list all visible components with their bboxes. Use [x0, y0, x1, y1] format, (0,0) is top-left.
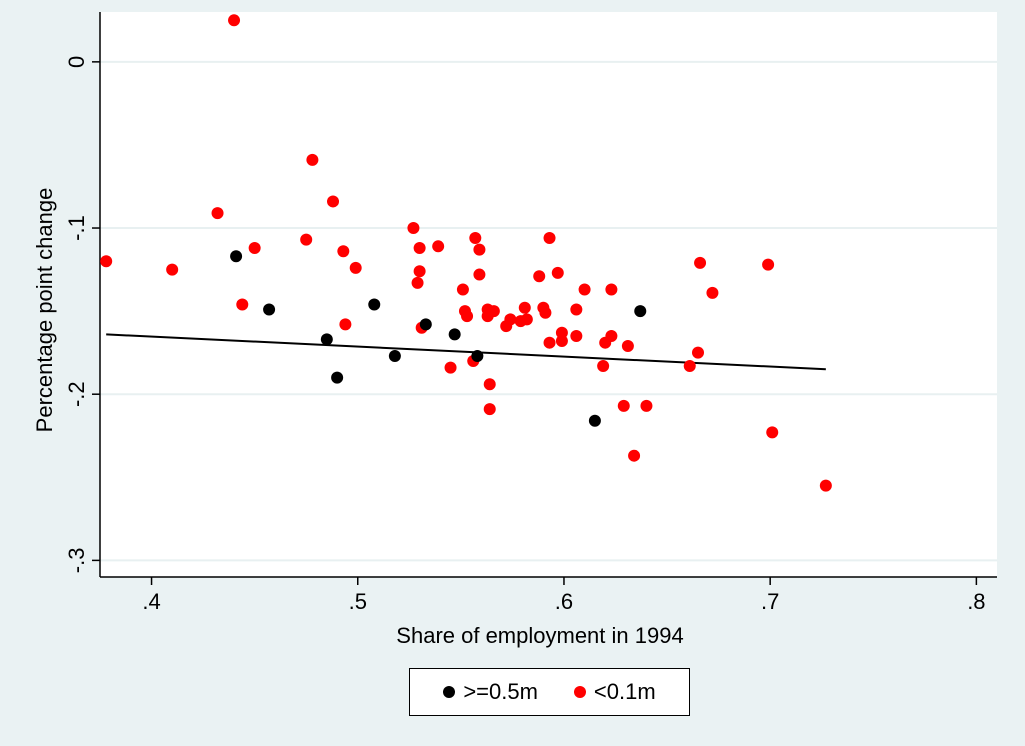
data-point-s1-56	[692, 346, 704, 359]
data-point-s1-5	[248, 241, 261, 254]
data-point-s1-12	[407, 222, 420, 235]
data-point-s0-3	[331, 371, 344, 384]
data-point-s1-61	[819, 479, 832, 492]
x-tick-label-1: .5	[349, 589, 367, 614]
data-point-s1-38	[539, 306, 552, 319]
data-point-s1-59	[762, 258, 775, 271]
legend-marker-small	[573, 686, 586, 698]
data-point-s1-23	[469, 232, 482, 244]
data-point-s1-24	[473, 243, 486, 256]
legend-item-large: >=0.5m	[443, 679, 538, 705]
data-point-s0-4	[368, 298, 381, 311]
data-point-s0-10	[634, 305, 647, 318]
data-point-s1-52	[621, 340, 634, 353]
data-point-s1-17	[432, 240, 445, 253]
data-point-s1-32	[504, 313, 517, 326]
legend-label-large: >=0.5m	[463, 679, 538, 704]
data-point-s1-53	[628, 449, 641, 462]
y-tick-label-0: 0	[64, 56, 89, 68]
y-tick-label-3: -.3	[64, 548, 89, 574]
data-point-s1-51	[617, 399, 630, 412]
x-tick-label-4: .8	[967, 589, 985, 614]
gridlines	[100, 60, 997, 562]
data-point-s1-45	[570, 303, 583, 316]
data-point-s1-7	[306, 153, 319, 166]
data-point-s1-44	[570, 330, 583, 343]
data-point-s1-9	[337, 245, 350, 258]
data-point-s1-36	[533, 270, 546, 283]
data-point-s1-3	[228, 14, 241, 27]
data-point-s1-8	[327, 195, 340, 208]
data-point-s0-1	[263, 303, 276, 316]
data-point-s0-9	[588, 414, 601, 427]
data-point-s1-4	[236, 298, 249, 311]
data-point-s1-43	[555, 335, 568, 348]
data-point-s1-50	[605, 283, 618, 296]
data-point-s1-28	[483, 378, 496, 391]
data-point-s0-5	[388, 349, 401, 362]
data-points	[100, 14, 832, 492]
data-point-s1-2	[211, 207, 224, 220]
data-point-s1-29	[483, 403, 496, 416]
data-point-s1-11	[349, 261, 362, 274]
data-point-s1-47	[597, 359, 610, 372]
legend-item-small: <0.1m	[573, 679, 656, 705]
data-point-s1-58	[706, 286, 719, 299]
x-axis-label: Share of employment in 1994	[396, 623, 683, 648]
data-point-s1-40	[543, 336, 556, 349]
data-point-s1-15	[413, 265, 426, 278]
data-point-s1-10	[339, 318, 352, 331]
data-point-s1-39	[543, 232, 556, 244]
data-point-s1-21	[461, 310, 474, 323]
data-point-s1-13	[411, 276, 424, 289]
x-tick-label-0: .4	[142, 589, 160, 614]
legend-label-small: <0.1m	[593, 679, 656, 704]
data-point-s1-57	[694, 256, 707, 269]
data-point-s1-42	[555, 326, 568, 339]
y-tick-label-1: -.1	[64, 215, 89, 241]
data-point-s1-25	[473, 268, 486, 281]
fit-line-layer	[106, 333, 826, 371]
fit-line	[106, 333, 826, 371]
data-point-s1-1	[166, 263, 179, 276]
y-tick-label-2: -.2	[64, 381, 89, 407]
data-point-s1-18	[444, 361, 457, 374]
data-point-s1-6	[300, 233, 313, 246]
data-point-s1-19	[456, 283, 469, 296]
x-tick-label-3: .7	[761, 589, 779, 614]
data-point-s1-35	[520, 313, 533, 326]
legend-marker-large	[443, 686, 456, 698]
legend: >=0.5m <0.1m	[409, 668, 690, 716]
data-point-s1-41	[551, 266, 564, 279]
data-point-s0-2	[320, 333, 333, 346]
plot-area	[100, 12, 997, 577]
data-point-s1-14	[413, 241, 426, 254]
data-point-s1-55	[683, 359, 696, 372]
x-tick-label-2: .6	[555, 589, 573, 614]
data-point-s1-34	[518, 301, 531, 314]
data-point-s0-8	[471, 349, 484, 362]
data-point-s1-60	[766, 426, 779, 439]
data-point-s0-7	[448, 328, 461, 341]
data-point-s0-0	[230, 250, 243, 263]
data-point-s1-30	[487, 305, 500, 318]
data-point-s1-0	[100, 255, 113, 268]
data-point-s1-49	[605, 330, 618, 343]
data-point-s0-6	[419, 318, 432, 331]
data-point-s1-46	[578, 283, 591, 296]
axes: .4 .5 .6 .7 .8 0 -.1 -.2 -.3	[64, 12, 997, 614]
data-point-s1-54	[640, 399, 653, 412]
y-axis-label: Percentage point change	[32, 188, 57, 433]
